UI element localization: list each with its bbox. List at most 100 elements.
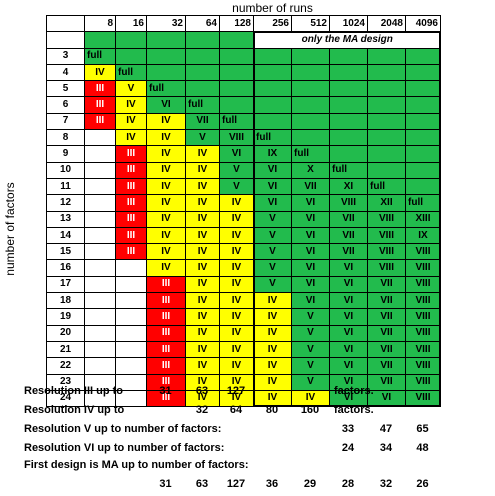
resolution-cell: IV xyxy=(291,389,330,408)
resolution-cell: VIII xyxy=(329,194,368,212)
empty-cell xyxy=(115,340,147,359)
empty-cell xyxy=(405,112,441,131)
summary-value: 24 xyxy=(341,442,355,454)
empty-cell xyxy=(84,275,116,294)
empty-cell xyxy=(405,63,441,82)
row-label-factors-24: 24 xyxy=(46,389,85,408)
resolution-cell: III xyxy=(84,96,116,114)
empty-cell xyxy=(185,63,220,82)
resolution-cell: full xyxy=(219,112,254,131)
resolution-cell: IV xyxy=(253,292,292,310)
empty-cell xyxy=(405,177,441,196)
resolution-cell: IV xyxy=(146,145,186,163)
empty-cell xyxy=(115,373,147,391)
summary-value: 26 xyxy=(416,478,429,490)
empty-cell xyxy=(405,129,441,147)
row-label-factors-9: 9 xyxy=(46,145,85,163)
resolution-cell: VI xyxy=(291,243,330,261)
note-row-label xyxy=(46,31,85,49)
resolution-cell: VII xyxy=(329,243,368,261)
table-row: 7 III IV IV VII full xyxy=(46,112,441,131)
resolution-cell: III xyxy=(115,243,147,261)
resolution-cell: IV xyxy=(146,177,186,196)
summary-value: 33 xyxy=(341,423,355,435)
empty-cell xyxy=(291,80,330,98)
resolution-cell: IV xyxy=(185,243,220,261)
empty-cell xyxy=(115,308,147,326)
row-label-factors-23: 23 xyxy=(46,373,85,391)
table-row: 14 III IV IV IV V VI VII VIII IX xyxy=(46,226,441,245)
resolution-cell: IV xyxy=(219,308,254,326)
resolution-cell: VIII xyxy=(405,292,441,310)
resolution-cell: III xyxy=(146,275,186,294)
empty-cell xyxy=(84,243,116,261)
resolution-cell: VII xyxy=(367,275,406,294)
empty-cell xyxy=(84,308,116,326)
empty-cell xyxy=(405,47,441,65)
table-row: 4 IV full xyxy=(46,63,441,82)
table-row: 13 III IV IV IV V VI VII VIII XIII xyxy=(46,210,441,228)
resolution-cell: IV xyxy=(185,259,220,277)
row-label-factors-6: 6 xyxy=(46,96,85,114)
empty-cell xyxy=(405,145,441,163)
column-header-16: 16 xyxy=(115,14,147,33)
ma-design-note: only the MA design xyxy=(253,31,441,49)
summary-value: 63 xyxy=(195,478,209,490)
empty-cell xyxy=(291,129,330,147)
y-axis-label: number of factors xyxy=(3,182,17,276)
resolution-cell: V xyxy=(253,259,292,277)
row-label-factors-7: 7 xyxy=(46,112,85,131)
empty-cell xyxy=(253,112,292,131)
note-row-cell xyxy=(219,31,254,49)
resolution-cell: IV xyxy=(185,177,220,196)
resolution-cell: V xyxy=(185,129,220,147)
empty-cell xyxy=(253,47,292,65)
resolution-cell: IV xyxy=(253,373,292,391)
summary-value: 36 xyxy=(265,478,279,490)
resolution-cell: VI xyxy=(146,96,186,114)
summary-label: Resolution VI up to number of factors: xyxy=(24,442,225,454)
column-header-256: 256 xyxy=(253,14,292,33)
empty-cell xyxy=(367,47,406,65)
row-label-factors-5: 5 xyxy=(46,80,85,98)
resolution-cell: VII xyxy=(329,210,368,228)
empty-cell xyxy=(405,80,441,98)
resolution-cell: III xyxy=(115,210,147,228)
resolution-cell: VI xyxy=(291,226,330,245)
summary-suffix: factors. xyxy=(334,385,374,397)
resolution-cell: VI xyxy=(291,194,330,212)
resolution-cell: IV xyxy=(115,112,147,131)
resolution-cell: V xyxy=(253,243,292,261)
empty-cell xyxy=(291,63,330,82)
note-row-cell xyxy=(84,31,116,49)
resolution-cell: VIII xyxy=(405,243,441,261)
row-label-factors-20: 20 xyxy=(46,324,85,342)
table-row: 9 III IV IV VI IX full xyxy=(46,145,441,163)
resolution-cell: full xyxy=(405,194,441,212)
resolution-cell: full xyxy=(367,177,406,196)
empty-cell xyxy=(219,47,254,65)
empty-cell xyxy=(115,259,147,277)
resolution-cell: V xyxy=(291,340,330,359)
resolution-cell: IV xyxy=(185,340,220,359)
resolution-cell: IV xyxy=(219,259,254,277)
summary-value: 48 xyxy=(416,442,429,454)
row-label-factors-18: 18 xyxy=(46,292,85,310)
resolution-cell: V xyxy=(253,275,292,294)
empty-cell xyxy=(367,63,406,82)
resolution-cell: III xyxy=(84,112,116,131)
table-row: 6 III IV VI full xyxy=(46,96,441,114)
column-header-512: 512 xyxy=(291,14,330,33)
resolution-cell: III xyxy=(146,308,186,326)
resolution-cell: V xyxy=(253,226,292,245)
resolution-cell: VIII xyxy=(367,226,406,245)
empty-cell xyxy=(291,96,330,114)
summary-label: Resolution V up to number of factors: xyxy=(24,423,222,435)
summary-value: 63 xyxy=(195,385,209,397)
resolution-cell: IV xyxy=(115,96,147,114)
resolution-cell: VII xyxy=(367,324,406,342)
table-row: 17 III IV IV V VI VI VII VIII xyxy=(46,275,441,294)
resolution-cell: IV xyxy=(185,308,220,326)
empty-cell xyxy=(84,389,116,408)
resolution-cell: IV xyxy=(219,373,254,391)
